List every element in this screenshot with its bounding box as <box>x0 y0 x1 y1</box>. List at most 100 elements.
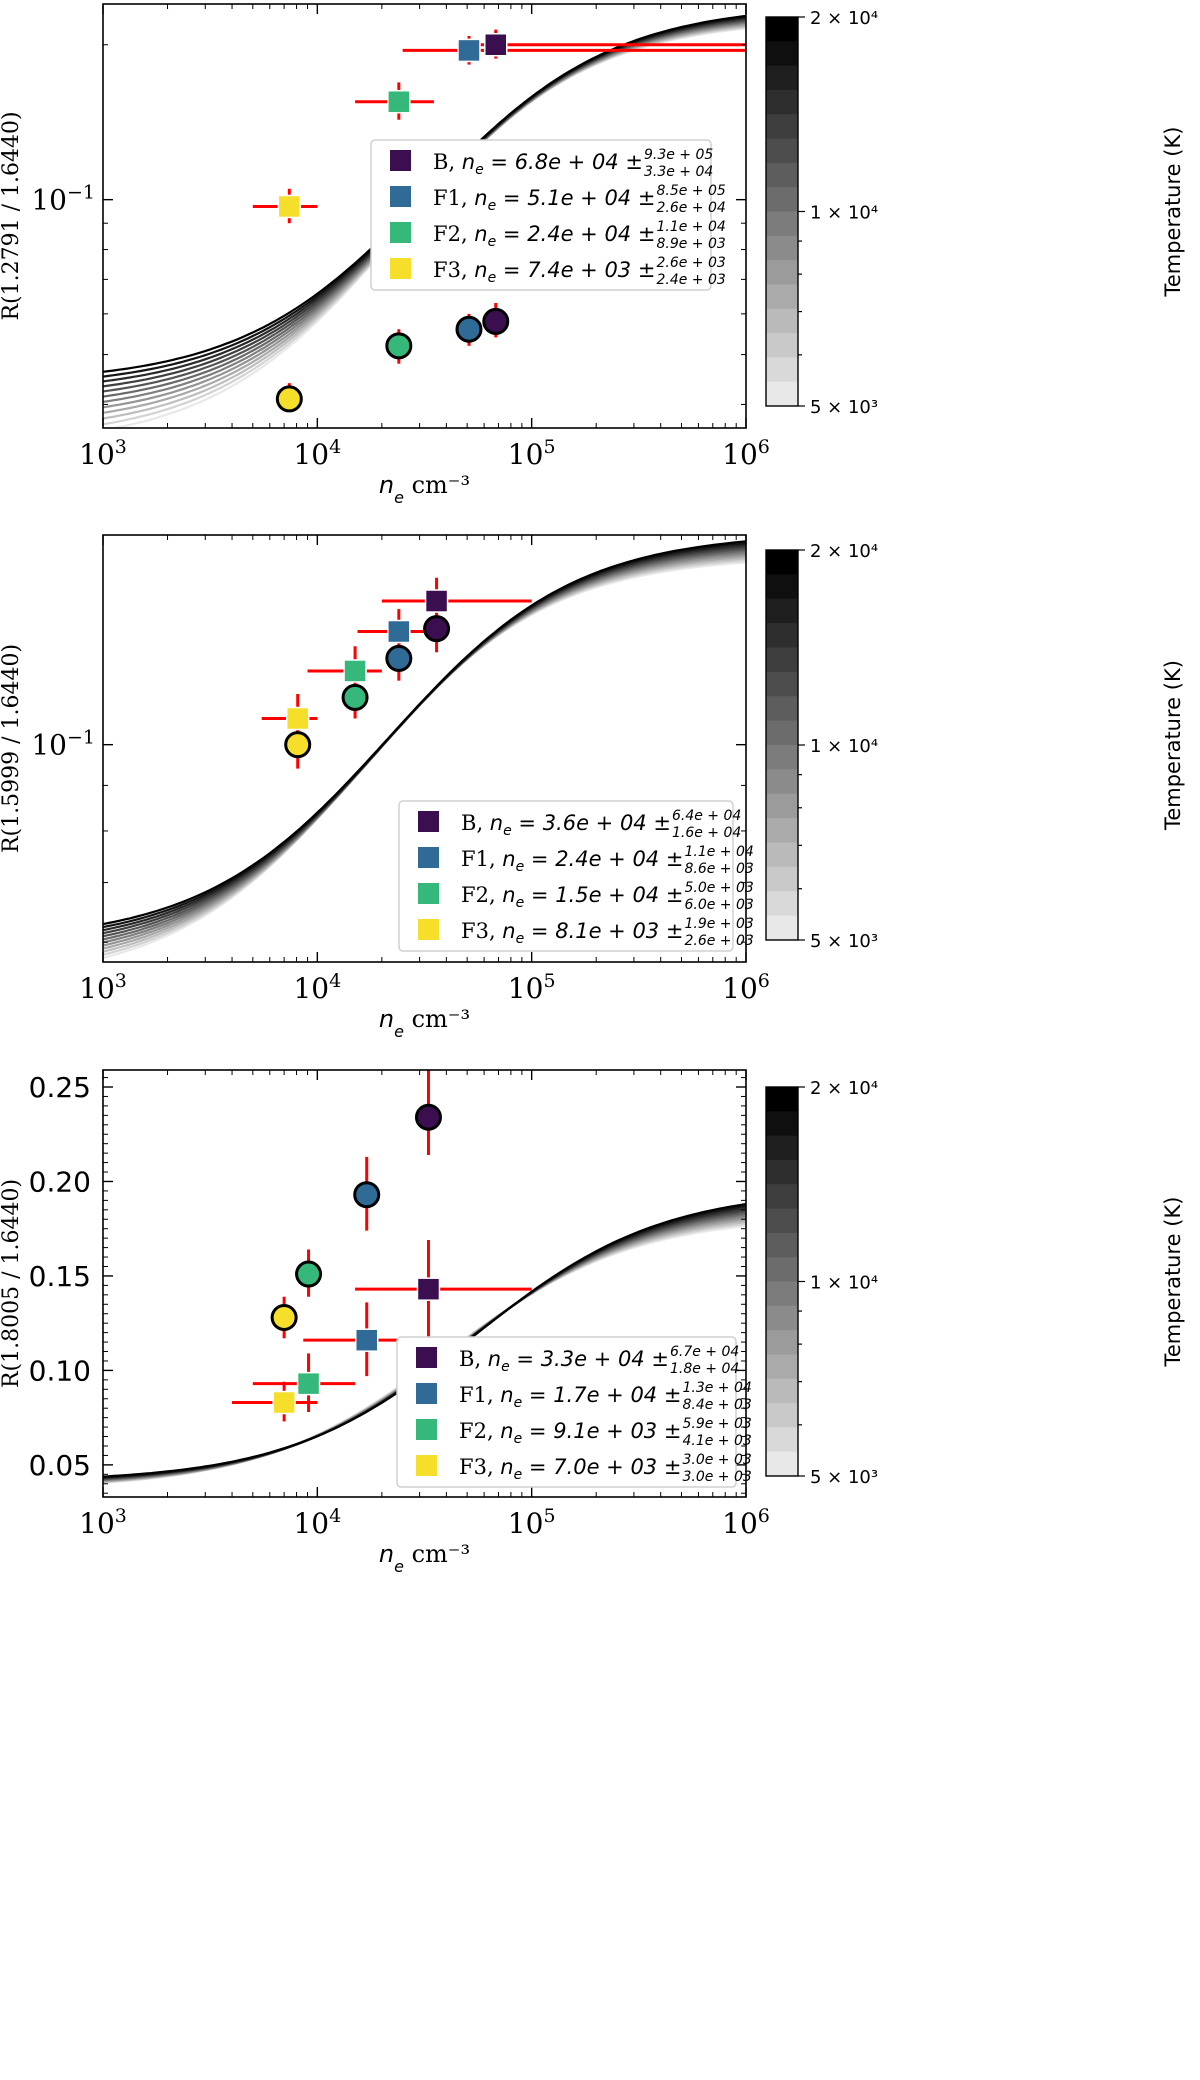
legend-equals: = <box>524 919 555 943</box>
legend-err-down-F2: 8.9e + 03 <box>656 236 725 252</box>
legend-entry-B: B, ne = 3.3e + 04 ± <box>459 1347 669 1375</box>
text-run: e <box>394 488 404 507</box>
text-run: e <box>514 1431 523 1447</box>
colorbar-segment <box>766 114 798 140</box>
x-tick-label: 106 <box>722 1505 770 1540</box>
colorbar-segment <box>766 1427 798 1453</box>
text-run: n <box>502 883 515 907</box>
colorbar-label: Temperature (K) <box>1161 127 1185 298</box>
colorbar-segment <box>766 623 798 648</box>
legend-equals: = <box>524 847 555 871</box>
legend-swatch-F3 <box>416 1455 437 1476</box>
legend-equals: = <box>512 811 543 835</box>
x-tick-label: 104 <box>293 1505 341 1540</box>
text-run: F1 <box>461 847 489 871</box>
colorbar-segment <box>766 1232 798 1258</box>
legend-entry-F2: F2, ne = 1.5e + 04 ± <box>461 883 683 911</box>
colorbar-tick-label: 2 × 10⁴ <box>810 541 878 562</box>
colorbar: 2 × 10⁴ 1 × 10⁴ 5 × 10³ Temperature (K) <box>765 541 1185 952</box>
colorbar-segment <box>766 696 798 722</box>
circle-marker-F3 <box>284 731 312 759</box>
legend-equals: = <box>522 1419 553 1443</box>
legend-err-down-F2: 4.1e + 03 <box>682 1433 751 1449</box>
colorbar-label: Temperature (K) <box>1161 660 1185 831</box>
legend-pm: ± <box>619 150 643 174</box>
text-run: B <box>433 150 448 174</box>
legend-pm: ± <box>631 222 655 246</box>
legend-err-down-F3: 2.6e + 03 <box>684 933 753 949</box>
square-marker-F2 <box>343 659 367 683</box>
legend-pm: ± <box>631 186 655 210</box>
text-run: n <box>474 186 487 210</box>
legend-err-up-F1: 8.5e + 05 <box>656 183 725 199</box>
text-run: 10 <box>722 972 758 1005</box>
text-run: 7.0e + 03 <box>553 1455 657 1479</box>
text-run: e <box>488 270 497 286</box>
colorbar-segment <box>766 187 798 212</box>
text-run: F3 <box>461 919 489 943</box>
y-axis: 10−1 <box>31 727 746 943</box>
text-run: e <box>516 931 525 947</box>
colorbar-tick-label: 2 × 10⁴ <box>810 1078 878 1099</box>
colorbar-segment <box>766 574 798 600</box>
legend-entry-F1: F1, ne = 1.7e + 04 ± <box>459 1383 681 1411</box>
legend-equals: = <box>496 258 527 282</box>
legend-separator: , <box>461 222 474 246</box>
text-run: n <box>490 811 503 835</box>
text-run: F2 <box>433 222 461 246</box>
colorbar-segment <box>766 1257 798 1282</box>
x-tick-label: 104 <box>293 970 341 1005</box>
text-run: 10 <box>79 1507 115 1540</box>
colorbar-segment <box>766 720 798 746</box>
text-run: 2.4e + 04 <box>555 847 659 871</box>
text-run: cm⁻³ <box>404 1540 470 1568</box>
legend-separator: , <box>474 1347 487 1371</box>
legend-swatch-B <box>416 1347 437 1368</box>
colorbar-tick-label: 5 × 10³ <box>810 397 878 418</box>
text-run: 9.1e + 03 <box>553 1419 657 1443</box>
legend-separator: , <box>476 811 489 835</box>
legend-separator: , <box>489 847 502 871</box>
text-run: e <box>394 1022 404 1041</box>
text-run: n <box>462 150 475 174</box>
y-tick-label: 0.25 <box>29 1071 91 1104</box>
data-markers <box>232 1070 532 1422</box>
legend-separator: , <box>487 1419 500 1443</box>
colorbar-segment <box>766 89 798 115</box>
colorbar-segment <box>766 235 798 261</box>
legend-pm: ± <box>657 1383 681 1407</box>
text-run: n <box>500 1419 513 1443</box>
colorbar-segment <box>766 915 798 941</box>
text-run: cm⁻³ <box>404 1005 470 1033</box>
legend-pm: ± <box>645 1347 669 1371</box>
colorbar-segment <box>766 211 798 237</box>
text-run: n <box>502 847 515 871</box>
text-run: 10 <box>508 438 544 471</box>
data-markers <box>252 29 746 413</box>
x-tick-label: 103 <box>79 970 127 1005</box>
text-run: 3 <box>115 436 127 458</box>
colorbar: 2 × 10⁴ 1 × 10⁴ 5 × 10³ Temperature (K) <box>765 8 1185 418</box>
text-run: n <box>502 919 515 943</box>
colorbar-segment <box>766 598 798 624</box>
legend-err-down-B: 1.8e + 04 <box>670 1361 739 1377</box>
text-run: 10 <box>79 972 115 1005</box>
colorbar-label: Temperature (K) <box>1161 1197 1185 1368</box>
text-run: e <box>516 895 525 911</box>
colorbar-segment <box>766 41 798 67</box>
x-axis-label: ne cm⁻³ <box>379 1540 470 1576</box>
text-run: 5 <box>543 1505 555 1527</box>
legend-err-up-F2: 5.9e + 03 <box>682 1416 751 1432</box>
legend-err-down-F3: 3.0e + 03 <box>682 1469 751 1485</box>
colorbar-segment <box>766 1451 798 1477</box>
legend-entry-F1: F1, ne = 2.4e + 04 ± <box>461 847 683 875</box>
circle-marker-F2 <box>385 332 413 360</box>
model-curve <box>103 540 746 926</box>
text-run: n <box>379 1540 394 1568</box>
legend-equals: = <box>484 150 515 174</box>
y-tick-label: 10−1 <box>31 182 95 217</box>
colorbar-segment <box>766 1330 798 1355</box>
text-run: e <box>501 1359 510 1375</box>
